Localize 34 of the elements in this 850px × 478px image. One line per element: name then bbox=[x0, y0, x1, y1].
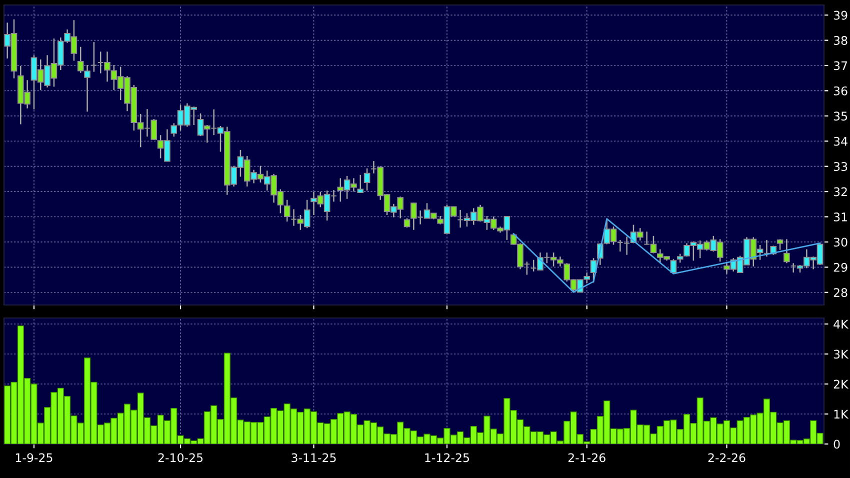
y-tick-label: 3K bbox=[834, 350, 849, 359]
y-tick-label: 4K bbox=[834, 320, 849, 328]
y-tick-label: 30 bbox=[834, 238, 848, 247]
line-series bbox=[512, 218, 821, 293]
candlestick bbox=[404, 218, 410, 228]
y-tick-label: 0 bbox=[834, 440, 840, 449]
y-tick-label: 37 bbox=[834, 61, 848, 70]
x-tick-label: 2-1-26 bbox=[568, 453, 606, 462]
candlestick bbox=[364, 168, 370, 192]
y-tick-label: 34 bbox=[834, 136, 848, 146]
y-tick-label: 36 bbox=[834, 86, 848, 96]
y-tick-label: 38 bbox=[834, 36, 848, 45]
y-tick-label: 29 bbox=[834, 262, 848, 272]
candlestick bbox=[784, 238, 790, 264]
y-tick-label: 32 bbox=[834, 187, 847, 196]
x-tick-label: 1-12-25 bbox=[425, 453, 469, 462]
y-tick-label: 28 bbox=[834, 288, 848, 298]
x-tick-label: 2-10-25 bbox=[158, 453, 203, 462]
y-tick-label: 31 bbox=[834, 212, 847, 222]
candlestick bbox=[284, 199, 290, 222]
y-tick-label: 39 bbox=[834, 10, 848, 20]
candlestick bbox=[776, 238, 784, 250]
y-tick-label: 35 bbox=[834, 112, 848, 121]
y-tick-label: 1K bbox=[834, 410, 849, 418]
candlestick bbox=[357, 174, 364, 194]
y-tick-label: 33 bbox=[834, 162, 848, 171]
x-tick-label: 2-2-26 bbox=[708, 453, 746, 462]
candlestick bbox=[670, 258, 677, 274]
x-tick-label: 1-9-25 bbox=[16, 453, 52, 462]
candlestick bbox=[170, 122, 178, 138]
candlestick bbox=[90, 41, 98, 72]
candlestick bbox=[764, 239, 770, 258]
x-tick-label: 3-11-25 bbox=[292, 453, 336, 462]
y-tick-label: 2K bbox=[834, 380, 849, 388]
